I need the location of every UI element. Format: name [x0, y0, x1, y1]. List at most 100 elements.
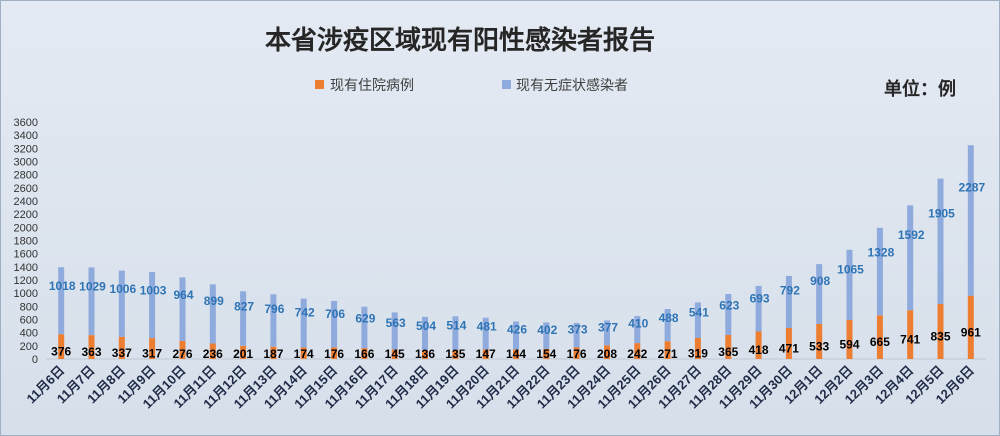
data-label-hospitalized: 144 — [506, 347, 526, 361]
y-tick-label: 3000 — [14, 157, 38, 169]
data-label-asymptomatic: 402 — [537, 323, 557, 337]
bar-asymptomatic — [270, 294, 277, 347]
legend-swatch-hospitalized — [315, 80, 324, 89]
bar-hospitalized — [604, 345, 610, 359]
bar-hospitalized — [209, 343, 216, 359]
bar-asymptomatic — [755, 285, 762, 332]
y-tick-label: 800 — [20, 301, 38, 313]
bar-hospitalized — [482, 349, 489, 359]
data-label-asymptomatic: 899 — [204, 294, 224, 308]
data-label-asymptomatic: 2287 — [958, 180, 985, 194]
data-label-asymptomatic: 1029 — [79, 279, 106, 293]
bar-asymptomatic — [816, 264, 823, 324]
bar-hospitalized — [846, 319, 853, 359]
data-label-hospitalized: 319 — [688, 347, 708, 361]
data-label-hospitalized: 271 — [658, 347, 678, 361]
bar-asymptomatic — [452, 316, 459, 351]
data-label-hospitalized: 135 — [445, 347, 465, 361]
data-label-asymptomatic: 742 — [295, 305, 315, 319]
data-label-asymptomatic: 623 — [719, 298, 739, 312]
data-label-hospitalized: 208 — [597, 347, 617, 361]
data-label-hospitalized: 337 — [112, 346, 132, 360]
data-label-hospitalized: 365 — [718, 345, 738, 359]
data-label-asymptomatic: 488 — [659, 311, 679, 325]
data-label-asymptomatic: 693 — [750, 292, 770, 306]
data-label-hospitalized: 835 — [930, 330, 950, 344]
bar-hospitalized — [149, 338, 156, 359]
data-label-hospitalized: 533 — [809, 340, 829, 354]
bar-hospitalized — [513, 349, 519, 359]
data-label-asymptomatic: 1328 — [868, 245, 895, 259]
bar-asymptomatic — [876, 227, 883, 316]
y-tick-label: 1600 — [14, 249, 38, 261]
bar-asymptomatic — [967, 145, 974, 296]
data-label-asymptomatic: 1592 — [898, 228, 925, 242]
y-tick-label: 2800 — [14, 170, 38, 182]
data-label-hospitalized: 187 — [263, 347, 283, 361]
bar-hospitalized — [664, 341, 671, 359]
y-tick-label: 600 — [20, 315, 38, 327]
data-label-asymptomatic: 504 — [416, 319, 436, 333]
bar-hospitalized — [785, 328, 792, 359]
bar-hospitalized — [937, 304, 944, 359]
y-tick-label: 400 — [20, 328, 38, 340]
bar-asymptomatic — [543, 322, 550, 349]
y-tick-label: 2600 — [14, 183, 38, 195]
bar-hospitalized — [88, 335, 95, 359]
bar-hospitalized — [725, 335, 732, 359]
data-label-hospitalized: 147 — [476, 347, 496, 361]
data-label-hospitalized: 242 — [627, 347, 647, 361]
data-labels: 376 1018 363 1029 337 1006 317 1003 276 964 236 899… — [49, 180, 986, 361]
bar-asymptomatic — [209, 284, 216, 344]
bar-asymptomatic — [634, 316, 641, 344]
bar-asymptomatic — [664, 309, 671, 342]
bar-asymptomatic — [846, 249, 853, 320]
data-label-hospitalized: 176 — [567, 347, 587, 361]
data-label-hospitalized: 418 — [749, 343, 769, 357]
legend-label-asymptomatic: 现有无症状感染者 — [516, 77, 628, 94]
data-label-asymptomatic: 377 — [598, 320, 618, 334]
data-label-hospitalized: 665 — [870, 335, 890, 349]
data-label-asymptomatic: 964 — [173, 288, 193, 302]
data-label-hospitalized: 136 — [415, 347, 435, 361]
data-label-asymptomatic: 1006 — [109, 282, 136, 296]
bar-asymptomatic — [482, 317, 489, 350]
bar-asymptomatic — [331, 300, 338, 348]
y-tick-label: 1200 — [14, 275, 38, 287]
bar-asymptomatic — [694, 302, 701, 338]
y-tick-label: 200 — [20, 341, 38, 353]
data-label-hospitalized: 145 — [385, 347, 405, 361]
data-label-asymptomatic: 563 — [386, 316, 406, 330]
data-label-asymptomatic: 426 — [507, 322, 527, 336]
bar-hospitalized — [573, 347, 580, 359]
data-label-asymptomatic: 706 — [325, 307, 345, 321]
data-label-hospitalized: 961 — [961, 325, 981, 339]
legend-swatch-asymptomatic — [502, 80, 511, 89]
bar-hospitalized — [270, 346, 277, 359]
bar-asymptomatic — [300, 298, 307, 348]
data-label-hospitalized: 741 — [900, 333, 920, 347]
bar-hospitalized — [422, 350, 428, 359]
bar-hospitalized — [907, 310, 914, 359]
bar-hospitalized — [876, 315, 883, 359]
data-label-hospitalized: 176 — [324, 347, 344, 361]
data-label-asymptomatic: 908 — [810, 274, 830, 288]
chart-title: 本省涉疫区域现有阳性感染者报告 — [265, 25, 655, 56]
y-tick-label: 2200 — [14, 209, 38, 221]
bar-asymptomatic — [573, 322, 580, 348]
data-label-asymptomatic: 541 — [689, 305, 709, 319]
y-tick-label: 3200 — [14, 143, 38, 155]
bar-hospitalized — [816, 323, 823, 359]
bar-hospitalized — [452, 350, 459, 359]
data-label-asymptomatic: 410 — [628, 317, 648, 331]
data-label-hospitalized: 276 — [172, 347, 192, 361]
bars — [58, 145, 974, 359]
data-label-hospitalized: 236 — [203, 347, 223, 361]
y-tick-label: 2000 — [14, 222, 38, 234]
bar-asymptomatic — [149, 272, 156, 339]
data-label-hospitalized: 471 — [779, 342, 799, 356]
y-tick-label: 2400 — [14, 196, 38, 208]
data-label-asymptomatic: 629 — [355, 311, 375, 325]
data-label-hospitalized: 166 — [354, 347, 374, 361]
